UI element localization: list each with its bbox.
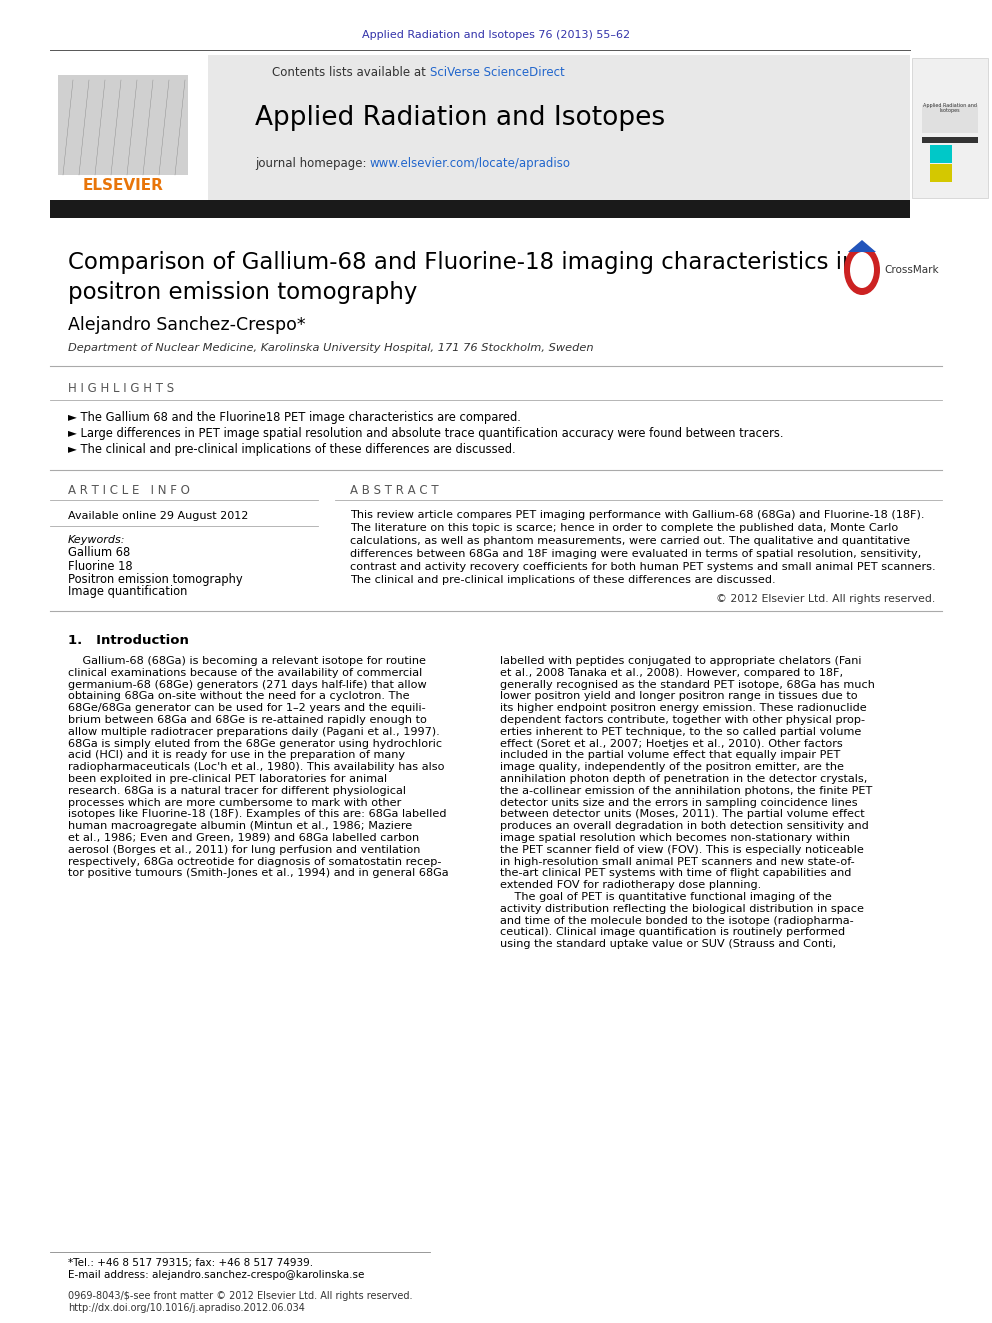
Text: The clinical and pre-clinical implications of these differences are discussed.: The clinical and pre-clinical implicatio… xyxy=(350,576,776,585)
Text: © 2012 Elsevier Ltd. All rights reserved.: © 2012 Elsevier Ltd. All rights reserved… xyxy=(716,594,935,605)
Text: Gallium 68: Gallium 68 xyxy=(68,546,130,560)
Text: generally recognised as the standard PET isotope, 68Ga has much: generally recognised as the standard PET… xyxy=(500,680,875,689)
Text: Alejandro Sanchez-Crespo*: Alejandro Sanchez-Crespo* xyxy=(68,316,306,333)
Text: Department of Nuclear Medicine, Karolinska University Hospital, 171 76 Stockholm: Department of Nuclear Medicine, Karolins… xyxy=(68,343,593,353)
Text: contrast and activity recovery coefficients for both human PET systems and small: contrast and activity recovery coefficie… xyxy=(350,562,935,572)
Text: the PET scanner field of view (FOV). This is especially noticeable: the PET scanner field of view (FOV). Thi… xyxy=(500,845,864,855)
Text: ceutical). Clinical image quantification is routinely performed: ceutical). Clinical image quantification… xyxy=(500,927,845,938)
Text: positron emission tomography: positron emission tomography xyxy=(68,280,418,303)
Text: tor positive tumours (Smith-Jones et al., 1994) and in general 68Ga: tor positive tumours (Smith-Jones et al.… xyxy=(68,868,448,878)
Text: Positron emission tomography: Positron emission tomography xyxy=(68,573,243,586)
Text: extended FOV for radiotherapy dose planning.: extended FOV for radiotherapy dose plann… xyxy=(500,880,761,890)
Text: annihilation photon depth of penetration in the detector crystals,: annihilation photon depth of penetration… xyxy=(500,774,867,785)
Text: www.elsevier.com/locate/apradiso: www.elsevier.com/locate/apradiso xyxy=(370,156,571,169)
Bar xyxy=(50,200,910,218)
Text: been exploited in pre-clinical PET laboratories for animal: been exploited in pre-clinical PET labor… xyxy=(68,774,387,785)
Bar xyxy=(58,75,188,175)
Bar xyxy=(930,164,952,183)
Bar xyxy=(50,56,910,200)
Text: the a-collinear emission of the annihilation photons, the finite PET: the a-collinear emission of the annihila… xyxy=(500,786,872,796)
Ellipse shape xyxy=(850,251,874,288)
Text: 68Ga is simply eluted from the 68Ge generator using hydrochloric: 68Ga is simply eluted from the 68Ge gene… xyxy=(68,738,442,749)
Text: H I G H L I G H T S: H I G H L I G H T S xyxy=(68,381,175,394)
Text: The literature on this topic is scarce; hence in order to complete the published: The literature on this topic is scarce; … xyxy=(350,523,898,533)
Text: Applied Radiation and
Isotopes: Applied Radiation and Isotopes xyxy=(923,103,977,114)
Text: 1.   Introduction: 1. Introduction xyxy=(68,635,188,647)
Ellipse shape xyxy=(844,245,880,295)
Text: detector units size and the errors in sampling coincidence lines: detector units size and the errors in sa… xyxy=(500,798,858,807)
Text: processes which are more cumbersome to mark with other: processes which are more cumbersome to m… xyxy=(68,798,401,807)
Text: *Tel.: +46 8 517 79315; fax: +46 8 517 74939.: *Tel.: +46 8 517 79315; fax: +46 8 517 7… xyxy=(68,1258,313,1267)
Text: acid (HCl) and it is ready for use in the preparation of many: acid (HCl) and it is ready for use in th… xyxy=(68,750,405,761)
Text: using the standard uptake value or SUV (Strauss and Conti,: using the standard uptake value or SUV (… xyxy=(500,939,836,949)
Text: ► The clinical and pre-clinical implications of these differences are discussed.: ► The clinical and pre-clinical implicat… xyxy=(68,443,516,456)
Text: its higher endpoint positron energy emission. These radionuclide: its higher endpoint positron energy emis… xyxy=(500,704,867,713)
Text: lower positron yield and longer positron range in tissues due to: lower positron yield and longer positron… xyxy=(500,692,858,701)
Text: 68Ge/68Ga generator can be used for 1–2 years and the equili-: 68Ge/68Ga generator can be used for 1–2 … xyxy=(68,704,426,713)
Bar xyxy=(930,146,952,163)
Text: Gallium-68 (68Ga) is becoming a relevant isotope for routine: Gallium-68 (68Ga) is becoming a relevant… xyxy=(68,656,426,665)
Text: Comparison of Gallium-68 and Fluorine-18 imaging characteristics in: Comparison of Gallium-68 and Fluorine-18… xyxy=(68,250,857,274)
Text: calculations, as well as phantom measurements, were carried out. The qualitative: calculations, as well as phantom measure… xyxy=(350,536,910,546)
Text: produces an overall degradation in both detection sensitivity and: produces an overall degradation in both … xyxy=(500,822,869,831)
Text: obtaining 68Ga on-site without the need for a cyclotron. The: obtaining 68Ga on-site without the need … xyxy=(68,692,410,701)
Text: A B S T R A C T: A B S T R A C T xyxy=(350,483,438,496)
Text: et al., 1986; Even and Green, 1989) and 68Ga labelled carbon: et al., 1986; Even and Green, 1989) and … xyxy=(68,833,420,843)
Text: image spatial resolution which becomes non-stationary within: image spatial resolution which becomes n… xyxy=(500,833,850,843)
Text: ► The Gallium 68 and the Fluorine18 PET image characteristics are compared.: ► The Gallium 68 and the Fluorine18 PET … xyxy=(68,411,521,425)
Text: labelled with peptides conjugated to appropriate chelators (Fani: labelled with peptides conjugated to app… xyxy=(500,656,861,665)
Text: 0969-8043/$-see front matter © 2012 Elsevier Ltd. All rights reserved.: 0969-8043/$-see front matter © 2012 Else… xyxy=(68,1291,413,1301)
Text: brium between 68Ga and 68Ge is re-attained rapidly enough to: brium between 68Ga and 68Ge is re-attain… xyxy=(68,714,427,725)
Text: between detector units (Moses, 2011). The partial volume effect: between detector units (Moses, 2011). Th… xyxy=(500,810,865,819)
Text: the-art clinical PET systems with time of flight capabilities and: the-art clinical PET systems with time o… xyxy=(500,868,851,878)
Text: dependent factors contribute, together with other physical prop-: dependent factors contribute, together w… xyxy=(500,714,865,725)
Text: CrossMark: CrossMark xyxy=(884,265,938,275)
Text: Contents lists available at: Contents lists available at xyxy=(273,66,430,78)
Text: The goal of PET is quantitative functional imaging of the: The goal of PET is quantitative function… xyxy=(500,892,832,902)
Text: A R T I C L E   I N F O: A R T I C L E I N F O xyxy=(68,483,189,496)
Text: ► Large differences in PET image spatial resolution and absolute trace quantific: ► Large differences in PET image spatial… xyxy=(68,427,784,441)
Text: Applied Radiation and Isotopes 76 (2013) 55–62: Applied Radiation and Isotopes 76 (2013)… xyxy=(362,30,630,40)
Text: ELSEVIER: ELSEVIER xyxy=(82,177,164,193)
Text: et al., 2008 Tanaka et al., 2008). However, compared to 18F,: et al., 2008 Tanaka et al., 2008). Howev… xyxy=(500,668,843,677)
Text: activity distribution reflecting the biological distribution in space: activity distribution reflecting the bio… xyxy=(500,904,864,914)
Bar xyxy=(50,56,208,200)
Text: aerosol (Borges et al., 2011) for lung perfusion and ventilation: aerosol (Borges et al., 2011) for lung p… xyxy=(68,845,421,855)
Text: effect (Soret et al., 2007; Hoetjes et al., 2010). Other factors: effect (Soret et al., 2007; Hoetjes et a… xyxy=(500,738,843,749)
Text: erties inherent to PET technique, to the so called partial volume: erties inherent to PET technique, to the… xyxy=(500,726,861,737)
Text: isotopes like Fluorine-18 (18F). Examples of this are: 68Ga labelled: isotopes like Fluorine-18 (18F). Example… xyxy=(68,810,446,819)
Text: included in the partial volume effect that equally impair PET: included in the partial volume effect th… xyxy=(500,750,840,761)
Text: Image quantification: Image quantification xyxy=(68,586,187,598)
Text: allow multiple radiotracer preparations daily (Pagani et al., 1997).: allow multiple radiotracer preparations … xyxy=(68,726,439,737)
Text: image quality, independently of the positron emitter, are the: image quality, independently of the posi… xyxy=(500,762,844,773)
Text: human macroagregate albumin (Mintun et al., 1986; Maziere: human macroagregate albumin (Mintun et a… xyxy=(68,822,413,831)
Text: http://dx.doi.org/10.1016/j.apradiso.2012.06.034: http://dx.doi.org/10.1016/j.apradiso.201… xyxy=(68,1303,305,1312)
Text: differences between 68Ga and 18F imaging were evaluated in terms of spatial reso: differences between 68Ga and 18F imaging… xyxy=(350,549,922,560)
Text: and time of the molecule bonded to the isotope (radiopharma-: and time of the molecule bonded to the i… xyxy=(500,916,854,926)
Text: germanium-68 (68Ge) generators (271 days half-life) that allow: germanium-68 (68Ge) generators (271 days… xyxy=(68,680,427,689)
Text: journal homepage:: journal homepage: xyxy=(255,156,370,169)
Text: research. 68Ga is a natural tracer for different physiological: research. 68Ga is a natural tracer for d… xyxy=(68,786,406,796)
Text: E-mail address: alejandro.sanchez-crespo@karolinska.se: E-mail address: alejandro.sanchez-crespo… xyxy=(68,1270,364,1279)
Text: Available online 29 August 2012: Available online 29 August 2012 xyxy=(68,511,248,521)
Text: clinical examinations because of the availability of commercial: clinical examinations because of the ava… xyxy=(68,668,423,677)
Bar xyxy=(922,138,978,143)
Text: Keywords:: Keywords: xyxy=(68,534,126,545)
Text: SciVerse ScienceDirect: SciVerse ScienceDirect xyxy=(430,66,564,78)
Text: in high-resolution small animal PET scanners and new state-of-: in high-resolution small animal PET scan… xyxy=(500,856,855,867)
Polygon shape xyxy=(848,239,876,251)
Bar xyxy=(912,58,988,198)
Text: Fluorine 18: Fluorine 18 xyxy=(68,560,133,573)
Text: This review article compares PET imaging performance with Gallium-68 (68Ga) and : This review article compares PET imaging… xyxy=(350,509,925,520)
Text: respectively, 68Ga octreotide for diagnosis of somatostatin recep-: respectively, 68Ga octreotide for diagno… xyxy=(68,856,441,867)
Text: radiopharmaceuticals (Loc'h et al., 1980). This availability has also: radiopharmaceuticals (Loc'h et al., 1980… xyxy=(68,762,444,773)
Text: Applied Radiation and Isotopes: Applied Radiation and Isotopes xyxy=(255,105,665,131)
Bar xyxy=(922,105,978,134)
